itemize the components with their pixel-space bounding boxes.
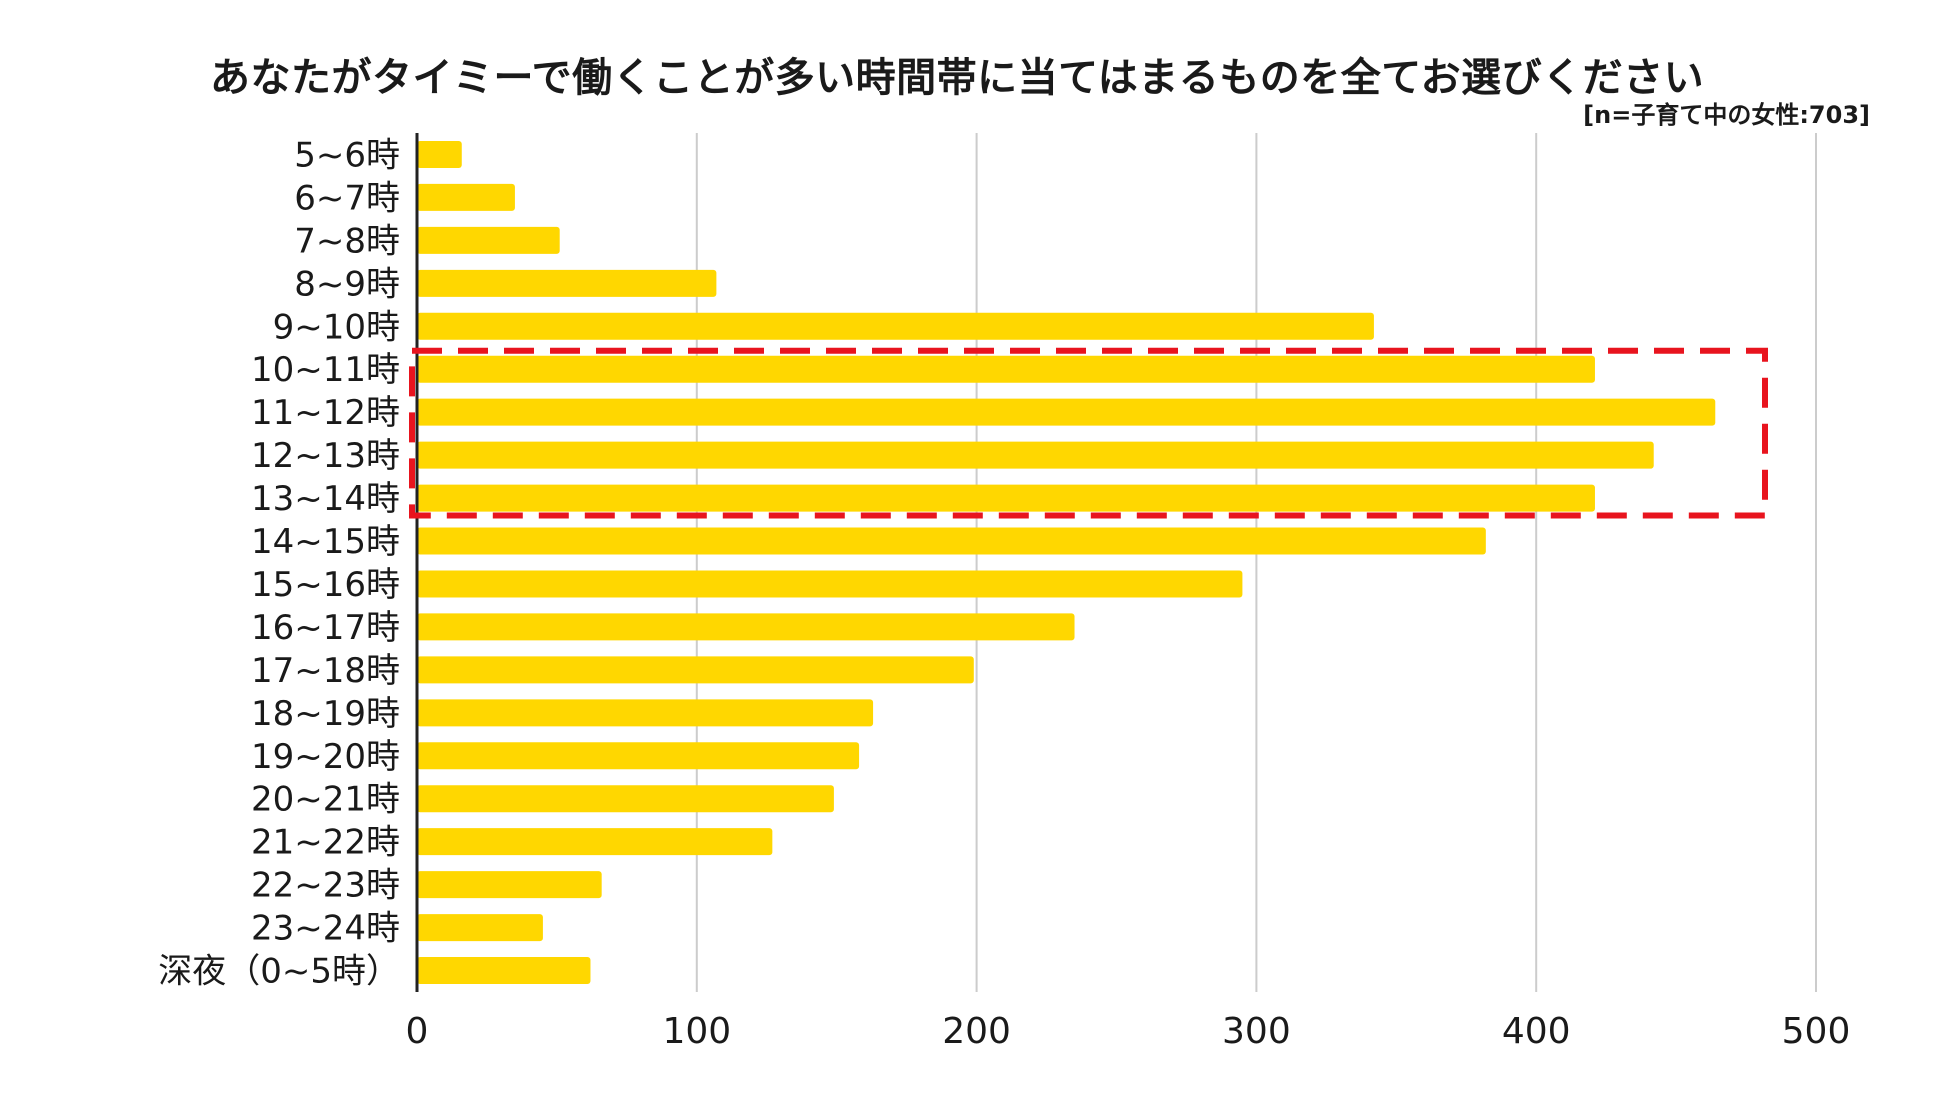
- bar: [417, 742, 860, 770]
- bar: [417, 699, 874, 727]
- category-label: 10~11時: [251, 350, 400, 390]
- category-label: 21~22時: [251, 823, 400, 863]
- bar: [417, 527, 1486, 555]
- bar: [417, 398, 1716, 426]
- category-label: 23~24時: [251, 909, 400, 949]
- category-label: 14~15時: [251, 522, 400, 562]
- category-labels: 5~6時6~7時7~8時8~9時9~10時10~11時11~12時12~13時1…: [158, 135, 400, 991]
- grid-lines: [695, 133, 1817, 992]
- bars: [417, 140, 1716, 985]
- x-tick-label: 0: [406, 1011, 429, 1052]
- bar: [417, 484, 1595, 512]
- bar: [417, 957, 591, 985]
- bar: [417, 828, 773, 856]
- bar: [417, 785, 834, 813]
- category-label: 16~17時: [251, 608, 400, 648]
- bar: [417, 140, 462, 168]
- sample-size-note: [n=子育て中の女性:703]: [1583, 101, 1870, 129]
- bar: [417, 441, 1654, 469]
- category-label: 8~9時: [294, 264, 400, 304]
- category-label: 20~21時: [251, 780, 400, 820]
- chart-title: あなたがタイミーで働くことが多い時間帯に当てはまるものを全てお選びください: [210, 55, 1705, 101]
- x-tick-labels: 0 100 200 300 400 500: [406, 1011, 1851, 1052]
- bar: [417, 570, 1243, 598]
- bar: [417, 871, 602, 899]
- category-label: 13~14時: [251, 479, 400, 519]
- highlight-box-rect: [409, 347, 1768, 519]
- category-label: 22~23時: [251, 866, 400, 906]
- bar: [417, 226, 560, 254]
- x-tick-label: 500: [1782, 1011, 1851, 1052]
- x-tick-label: 100: [662, 1011, 731, 1052]
- category-label: 15~16時: [251, 565, 400, 605]
- category-label: 12~13時: [251, 436, 400, 476]
- bar: [417, 312, 1374, 340]
- bar: [417, 183, 515, 211]
- x-tick-label: 200: [942, 1011, 1011, 1052]
- category-label: 19~20時: [251, 737, 400, 777]
- category-label: 深夜（0~5時）: [158, 952, 400, 992]
- bar: [417, 269, 717, 297]
- x-tick-label: 300: [1222, 1011, 1291, 1052]
- x-tick-label: 400: [1502, 1011, 1571, 1052]
- bar: [417, 613, 1075, 641]
- category-label: 6~7時: [294, 178, 400, 218]
- category-label: 9~10時: [273, 307, 400, 347]
- bar: [417, 656, 974, 684]
- category-label: 17~18時: [251, 651, 400, 691]
- bar: [417, 355, 1595, 383]
- highlight-box: [409, 347, 1768, 519]
- category-label: 7~8時: [294, 221, 400, 261]
- category-label: 11~12時: [251, 393, 400, 433]
- category-label: 18~19時: [251, 694, 400, 734]
- bar: [417, 914, 543, 942]
- category-label: 5~6時: [294, 135, 400, 175]
